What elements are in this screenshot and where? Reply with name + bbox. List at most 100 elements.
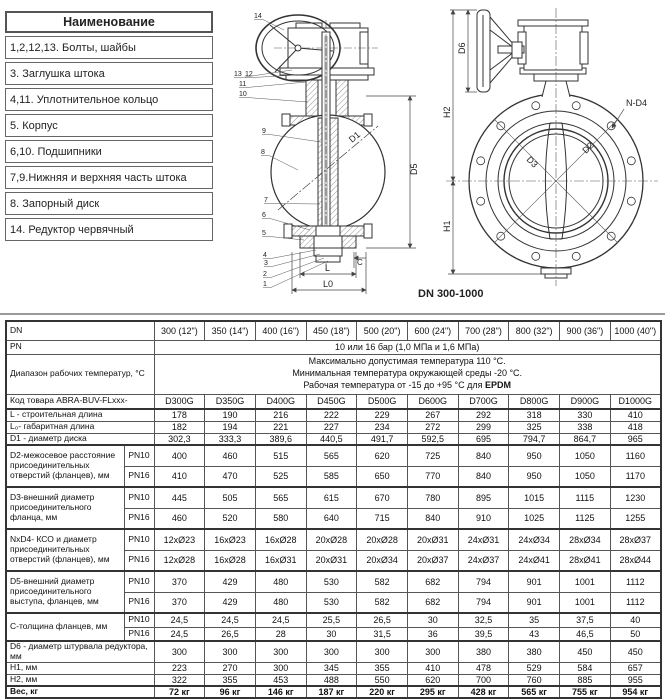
spec-cell: 715 — [356, 507, 408, 530]
pn10-label: PN10 — [123, 528, 155, 551]
spec-cell: 488 — [305, 673, 358, 687]
spec-cell: 146 кг — [254, 685, 307, 699]
callout-4: 4 — [263, 252, 267, 259]
spec-cell: 16xØ28 — [254, 528, 307, 551]
spec-cell: 1050 — [559, 444, 611, 467]
dim-label-d6: D6 — [457, 42, 467, 54]
spec-row-label: H1, мм — [5, 661, 155, 675]
spec-cell: 26,5 — [204, 626, 256, 642]
handwheel-edge-view — [476, 9, 525, 93]
parts-row: 8. Запорный диск — [5, 192, 213, 215]
spec-cell: 300 — [254, 639, 307, 663]
spec-cell: 24,5 — [153, 626, 206, 642]
drawing-caption: DN 300-1000 — [418, 288, 484, 300]
spec-cell: 222 — [305, 408, 358, 422]
spec-cell: 302,3 — [153, 432, 206, 446]
spec-cell: 272 — [406, 420, 459, 434]
spec-cell: 300 — [153, 639, 206, 663]
spec-cell: 370 — [153, 591, 206, 614]
spec-row-pn10: C-толщина фланцев, мм PN10 24,5 24,5 24,5 25,… — [5, 612, 662, 642]
spec-cell: 901 — [508, 591, 560, 614]
spec-cell: 292 — [457, 408, 510, 422]
spec-cell: 770 — [406, 465, 459, 488]
spec-cell: 318 — [508, 408, 560, 422]
parts-row: 4,11. Уплотнительное кольцо — [5, 88, 213, 111]
spec-cell: 565 — [254, 486, 307, 509]
spec-cell: 16xØ28 — [204, 549, 256, 572]
spec-cell: 955 — [609, 673, 662, 687]
spec-cell: 840 — [406, 507, 459, 530]
spec-cell: 16xØ31 — [254, 549, 307, 572]
spec-cell: 950 — [508, 465, 560, 488]
spec-cell: 28xØ34 — [559, 528, 611, 551]
spec-cell: 32,5 — [457, 612, 510, 628]
spec-cell: 755 кг — [559, 685, 611, 699]
spec-cell: 794 — [457, 591, 510, 614]
dim-label-l: L — [325, 263, 330, 273]
dim-label-h2: H2 — [442, 106, 452, 118]
dn-label: DN — [5, 320, 155, 341]
temp-line-3: Рабочая температура от -15 до +95 °C для… — [156, 380, 659, 392]
spec-cell: 187 кг — [305, 685, 358, 699]
spec-cell: 695 — [457, 432, 510, 446]
spec-cell: 28xØ41 — [559, 549, 611, 572]
spec-cell: D900G — [559, 393, 611, 410]
temp-line-3-text: Рабочая температура от -15 до +95 °C для — [303, 379, 483, 390]
spec-cell: 565 — [305, 444, 358, 467]
spec-row-label: D1 - диаметр диска — [5, 432, 155, 446]
spec-cell: 295 кг — [406, 685, 459, 699]
pn16-label: PN16 — [123, 507, 155, 530]
spec-row-pn10: NxD4- КСО и диаметр присоединительных от… — [5, 528, 662, 572]
spec-cell: 450 — [609, 639, 662, 663]
callout-14: 14 — [254, 13, 262, 20]
callout-8: 8 — [261, 149, 265, 156]
spec-cell: 389,6 — [254, 432, 307, 446]
spec-cell: 1001 — [559, 570, 611, 593]
spec-cell: 650 — [356, 465, 408, 488]
dn-header-row: DN 300 (12") 350 (14") 400 (16") 450 (18") 5… — [5, 320, 662, 341]
spec-cell: 1050 — [559, 465, 611, 488]
bottom-flange-section — [283, 223, 373, 263]
spec-cell: 24xØ34 — [508, 528, 560, 551]
valve-front-view-drawing: D6 H2 H1 N-D4 D3 D2 — [442, 8, 658, 286]
callout-11: 11 — [239, 81, 246, 88]
spec-cell: 26,5 — [356, 612, 408, 628]
spec-cell: 20xØ31 — [406, 528, 459, 551]
dim-label-c: C — [357, 258, 363, 267]
callout-2: 2 — [263, 271, 267, 278]
spec-cell: 37,5 — [559, 612, 611, 628]
pn-row: PN 10 или 16 бар (1,0 МПа и 1,6 МПа) — [5, 339, 662, 355]
spec-cell: D600G — [406, 393, 459, 410]
spec-cell: 270 — [204, 661, 256, 675]
spec-cell: 43 — [508, 626, 560, 642]
spec-cell: 28 — [254, 626, 307, 642]
spec-cell: 565 кг — [508, 685, 560, 699]
spec-row-label: NxD4- КСО и диаметр присоединительных от… — [5, 528, 125, 572]
spec-cell: 620 — [356, 444, 408, 467]
spec-cell: 480 — [254, 591, 307, 614]
pn16-label: PN16 — [123, 549, 155, 572]
valve-side-section-drawing: D1 D5 L L0 C 14 13 12 11 10 9 8 7 6 5 4 … — [234, 13, 419, 294]
spec-row-label: D3-внешний диаметр присоединительного фл… — [5, 486, 125, 530]
spec-cell: 657 — [609, 661, 662, 675]
spec-cell: 620 — [406, 673, 459, 687]
spec-cell: 300 — [204, 639, 256, 663]
spec-cell: 190 — [204, 408, 256, 422]
spec-cell: 525 — [254, 465, 307, 488]
spec-cell: 1160 — [609, 444, 662, 467]
spec-cell: 410 — [153, 465, 206, 488]
spec-cell: 345 — [305, 661, 358, 675]
pn-label: PN — [5, 339, 155, 355]
spec-cell: 20xØ28 — [356, 528, 408, 551]
dim-label-d3: D3 — [525, 154, 540, 169]
spec-cell: 410 — [406, 661, 459, 675]
spec-cell: 529 — [508, 661, 560, 675]
spec-cell: 96 кг — [204, 685, 256, 699]
spec-row-label: H2, мм — [5, 673, 155, 687]
spec-cell: 24,5 — [153, 612, 206, 628]
spec-cell: 582 — [356, 570, 408, 593]
spec-cell: 370 — [153, 570, 206, 593]
spec-cell: 1230 — [609, 486, 662, 509]
parts-row: 6,10. Подшипники — [5, 140, 213, 163]
spec-cell: D300G — [153, 393, 206, 410]
